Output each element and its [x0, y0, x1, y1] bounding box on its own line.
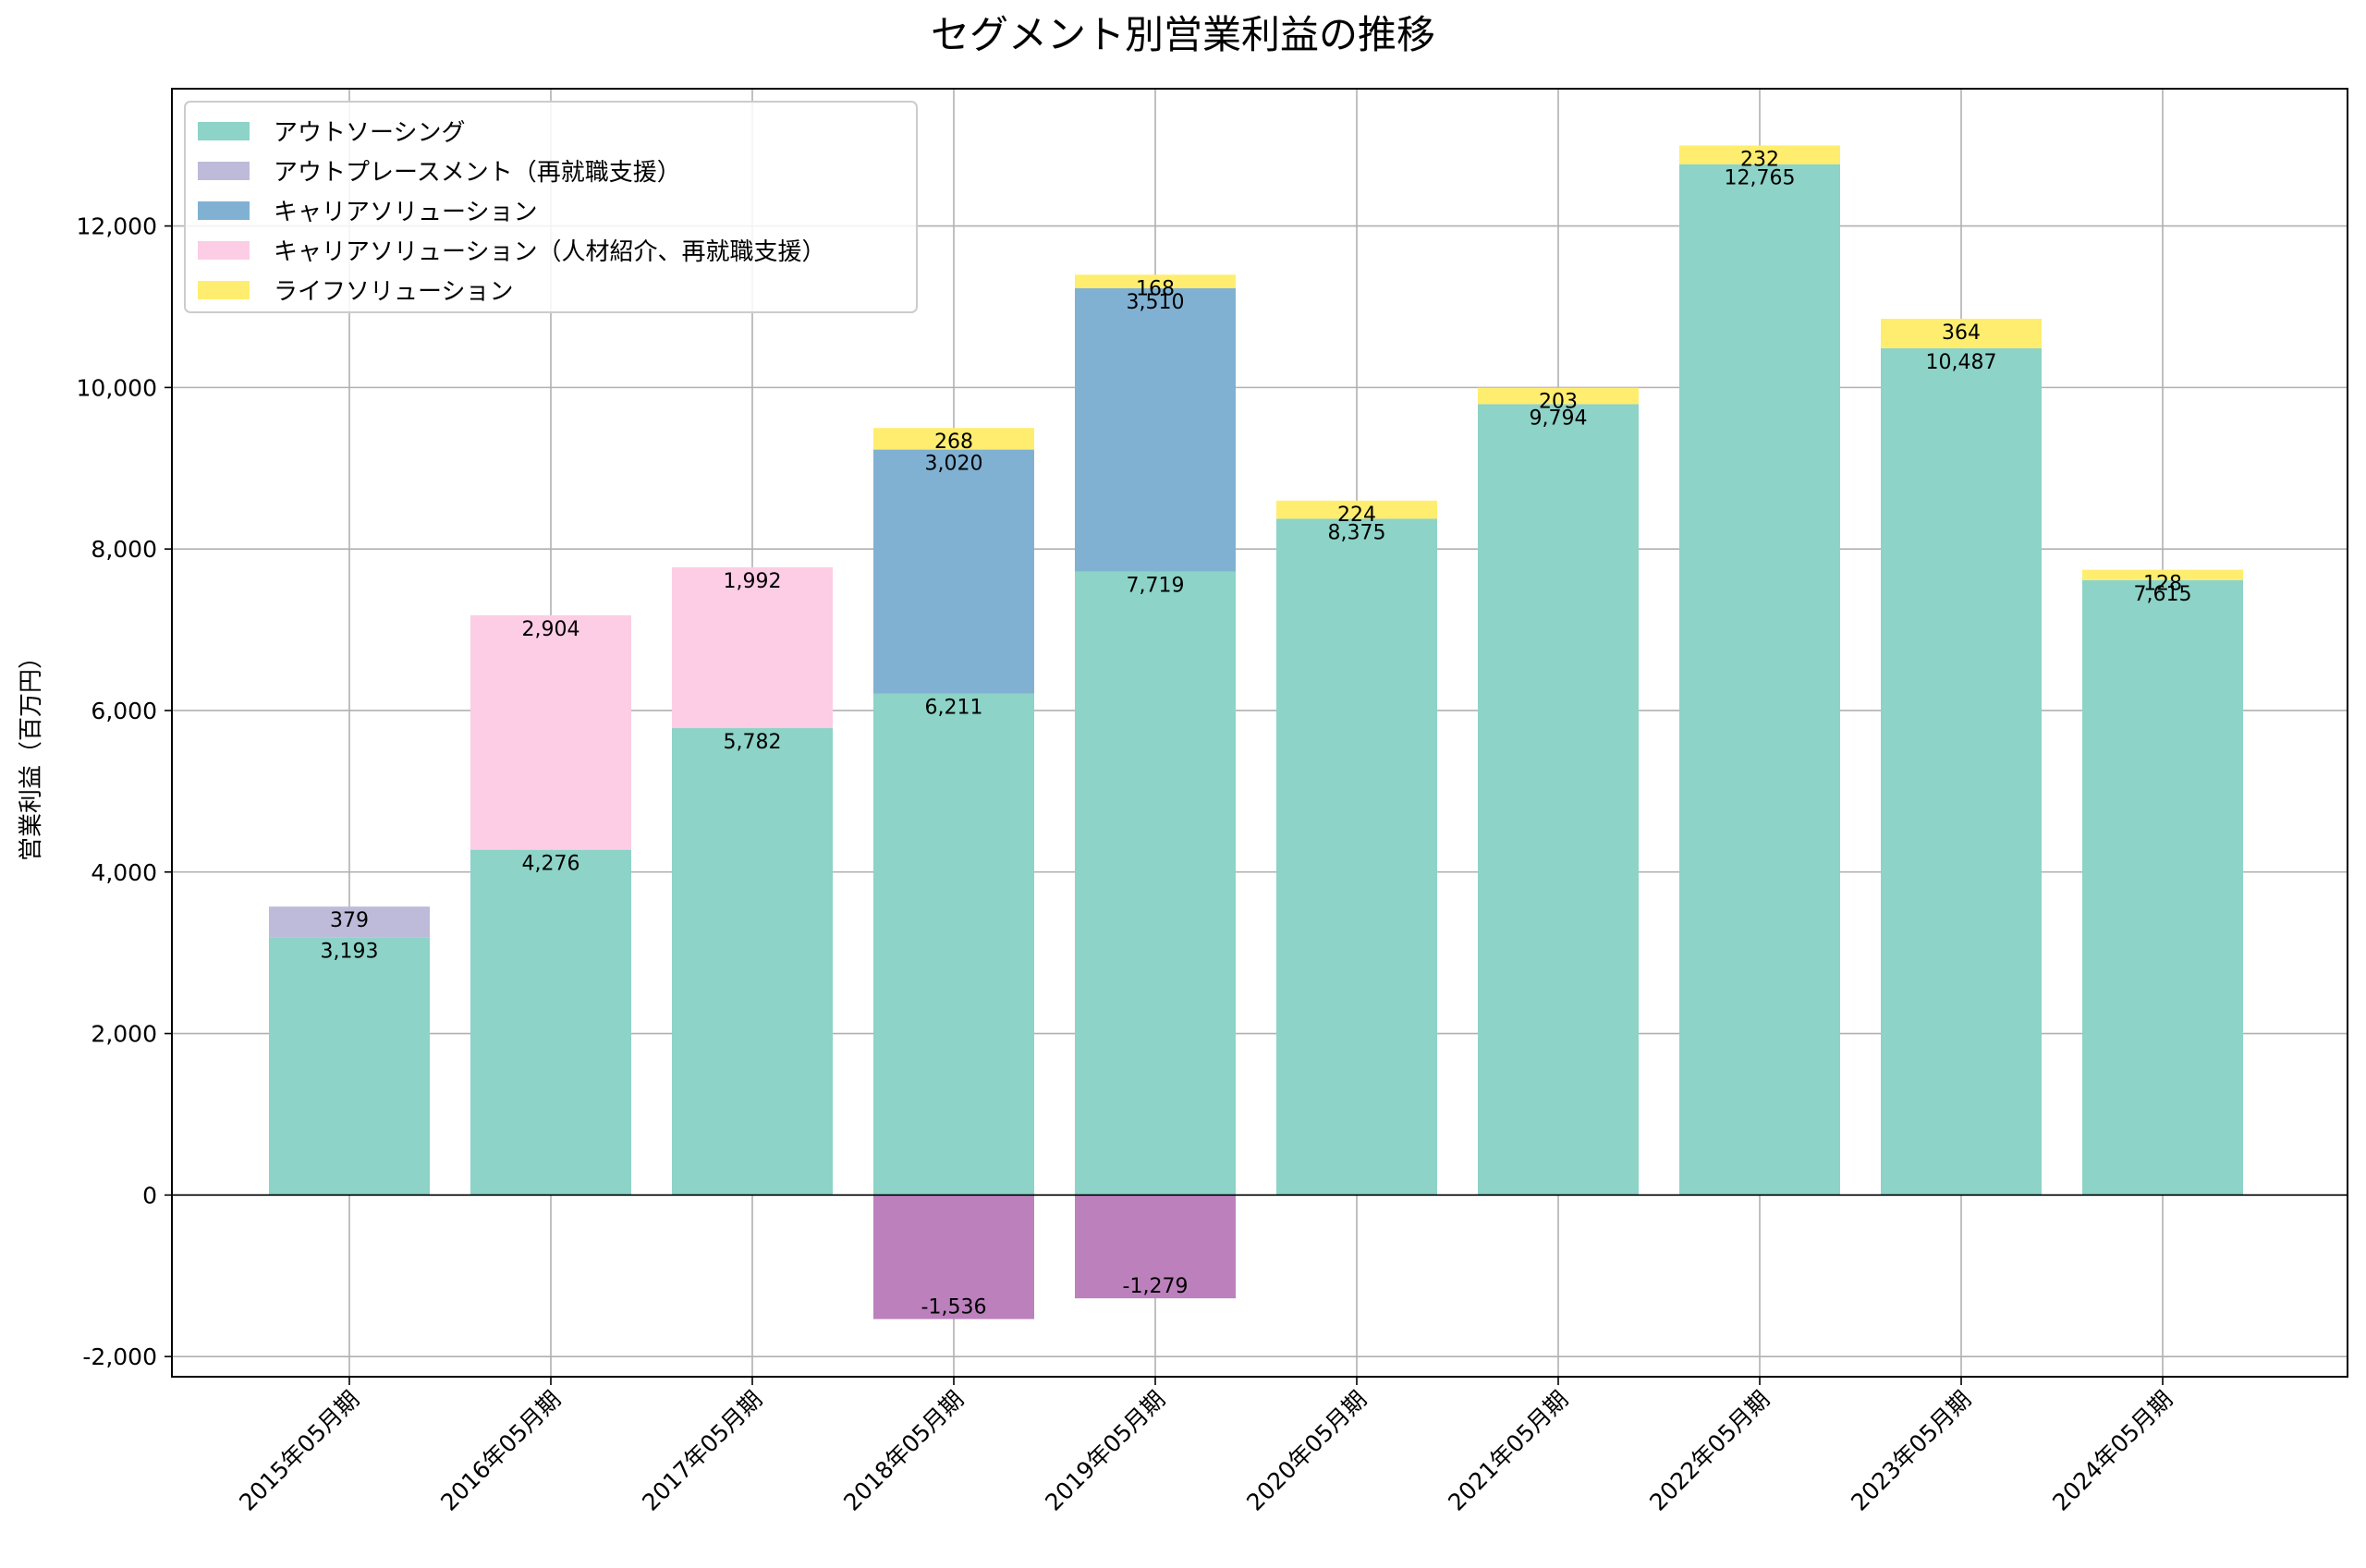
y-tick-label: 12,000	[77, 213, 157, 240]
data-label: 128	[2143, 573, 2182, 596]
data-label: 2,904	[522, 618, 580, 641]
bar-segment	[873, 449, 1034, 694]
bar-segment	[873, 428, 1034, 450]
data-label: 203	[1539, 391, 1578, 414]
legend-swatch	[198, 241, 250, 260]
data-label: -1,536	[921, 1296, 987, 1319]
value-labels: 3,193 379 4,276 2,904 5,782 1,992 6,211 3,02026…	[321, 148, 2192, 1319]
x-tick-label: 2016年05月期	[435, 1386, 566, 1516]
legend-entry: キャリアソリューション	[274, 199, 537, 226]
x-tick-label: 2017年05月期	[637, 1386, 767, 1516]
x-tick-label: 2015年05月期	[234, 1386, 364, 1516]
legend-swatch	[198, 201, 250, 220]
data-label: 12,765	[1725, 167, 1796, 190]
x-tick-label: 2022年05月期	[1644, 1386, 1774, 1516]
data-label: 7,719	[1127, 575, 1185, 598]
bar-segment	[1679, 145, 1840, 164]
bar-segment	[1881, 318, 2042, 348]
data-label: 10,487	[1926, 351, 1997, 374]
data-label: 1,992	[724, 570, 782, 593]
y-tick-label: 6,000	[91, 698, 157, 724]
bar-segment	[1075, 274, 1236, 288]
data-label: 379	[330, 909, 369, 932]
data-label: 4,276	[522, 853, 580, 876]
data-label: 364	[1942, 322, 1981, 345]
bar-segment	[672, 566, 833, 729]
legend-swatch	[198, 162, 250, 180]
legend-box	[184, 101, 918, 313]
data-label: 3,193	[321, 940, 379, 963]
bar-segment	[1679, 164, 1840, 1196]
data-label: 9,794	[1530, 407, 1588, 430]
plot-frame	[171, 88, 2348, 1378]
bar-segment	[1478, 387, 1639, 405]
x-tick-label: 2024年05月期	[2047, 1386, 2177, 1516]
legend-entry: ライフソリューション	[274, 278, 513, 306]
data-label: 232	[1740, 148, 1779, 171]
bar-segment	[873, 693, 1034, 1196]
x-tick-label: 2021年05月期	[1443, 1386, 1573, 1516]
y-tick-label: 2,000	[91, 1021, 157, 1048]
data-label: 3,020	[925, 453, 983, 476]
data-label: 268	[934, 431, 973, 454]
y-axis-label: 営業利益（百万円）	[18, 645, 45, 861]
data-label: 7,615	[2134, 583, 2192, 606]
data-label: -1,279	[1123, 1275, 1189, 1298]
bar-segment	[1881, 347, 2042, 1196]
legend-entry: アウトソーシング	[274, 119, 465, 147]
data-label: 6,211	[925, 697, 983, 720]
bar-segment	[1478, 404, 1639, 1196]
data-label: 8,375	[1328, 521, 1386, 544]
bar-segment	[1276, 500, 1437, 519]
data-label: 224	[1337, 504, 1376, 527]
y-tick-label: 8,000	[91, 536, 157, 563]
y-tick-label: -2,000	[82, 1343, 157, 1370]
bar-segment	[1075, 571, 1236, 1196]
bar-segment	[269, 906, 430, 938]
data-label: 5,782	[724, 731, 782, 754]
bar-segment	[470, 849, 631, 1196]
bar-segment	[269, 937, 430, 1196]
legend-swatch	[198, 122, 250, 140]
data-label: 3,510	[1127, 291, 1185, 314]
bar-segment-negative	[873, 1195, 1034, 1319]
y-tick-label: 10,000	[77, 374, 157, 401]
x-tick-label: 2020年05月期	[1241, 1386, 1372, 1516]
bar-segment-negative	[1075, 1195, 1236, 1299]
bar-segment	[470, 614, 631, 850]
bar-segment	[2082, 569, 2243, 580]
x-tick-label: 2019年05月期	[1040, 1386, 1170, 1516]
x-tick-label: 2023年05月期	[1846, 1386, 1976, 1516]
legend-swatch	[198, 281, 250, 299]
y-tick-label: 4,000	[91, 859, 157, 886]
chart-title: セグメント別営業利益の推移	[931, 12, 1435, 57]
bar-segment	[1276, 518, 1437, 1196]
bar-segment	[672, 728, 833, 1196]
bar-segment	[1075, 287, 1236, 572]
legend-entry: キャリアソリューション（人材紹介、再就職支援）	[274, 238, 825, 266]
legend-entry: アウトプレースメント（再就職支援）	[274, 159, 681, 187]
data-label: 168	[1136, 277, 1175, 300]
x-tick-label: 2018年05月期	[838, 1386, 969, 1516]
bars	[269, 145, 2243, 1319]
y-tick-label: 0	[142, 1182, 157, 1209]
bar-segment	[2082, 579, 2243, 1196]
